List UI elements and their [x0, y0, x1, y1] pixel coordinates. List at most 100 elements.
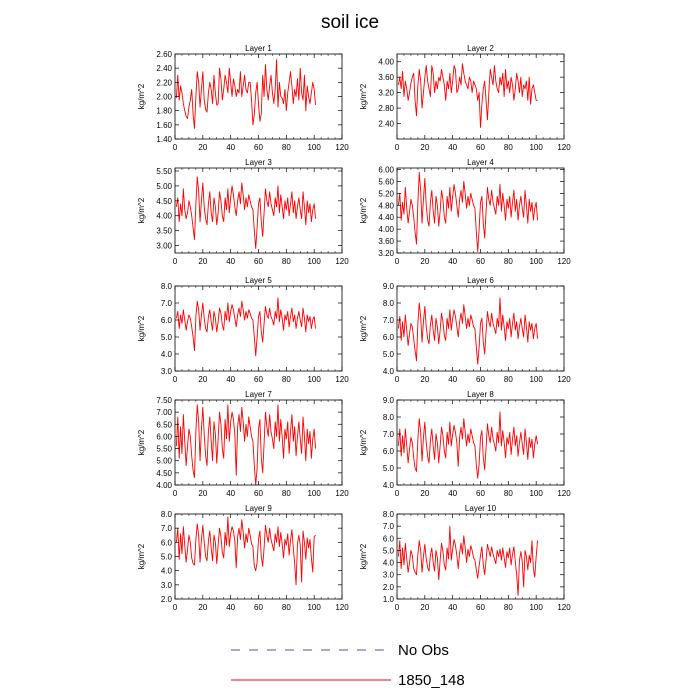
- x-tick-label: 20: [420, 489, 429, 498]
- y-tick-label: 3.20: [378, 249, 394, 258]
- panel-layer-1: Layer 1 0 20 40 60 80 100 120 1.40 1.60 1.80 2.00 2.…: [137, 44, 349, 152]
- series-line-1850_148: [175, 516, 316, 586]
- plot-frame: [174, 399, 343, 486]
- x-tick-label: 120: [335, 603, 349, 612]
- y-tick-label: 3.60: [378, 73, 394, 82]
- y-tick-label: 5.50: [156, 167, 172, 176]
- x-tick-label: 100: [307, 603, 321, 612]
- x-tick-label: 120: [557, 375, 571, 384]
- x-tick-label: 80: [282, 257, 291, 266]
- panel-layer-7: Layer 7 0 20 40 60 80 100 120 4.00 4.50 5.00 5.50 6.…: [137, 390, 349, 498]
- y-tick-label: 8.0: [161, 510, 173, 519]
- x-tick-label: 80: [282, 375, 291, 384]
- legend-label-2: 1850_148: [398, 672, 465, 689]
- y-tick-label: 3.0: [161, 581, 173, 590]
- y-tick-label: 1.0: [383, 595, 395, 604]
- y-tick-label: 2.40: [378, 120, 394, 129]
- x-tick-label: 0: [173, 603, 178, 612]
- x-tick-label: 100: [307, 143, 321, 152]
- y-tick-label: 4.0: [383, 559, 395, 568]
- y-tick-label: 6.0: [161, 316, 173, 325]
- x-tick-label: 40: [226, 603, 235, 612]
- x-tick-label: 0: [173, 143, 178, 152]
- panel-title: Layer 7: [245, 390, 272, 399]
- x-tick-label: 40: [226, 489, 235, 498]
- panel-title: Layer 3: [245, 158, 272, 167]
- panel-layer-9: Layer 9 0 20 40 60 80 100 120 2.0 3.0 4.0 5.0 6.0 7.0…: [137, 504, 349, 612]
- x-tick-label: 0: [173, 375, 178, 384]
- y-tick-label: 3.0: [383, 571, 395, 580]
- y-tick-label: 4.00: [378, 225, 394, 234]
- y-tick-label: 4.0: [161, 567, 173, 576]
- y-tick-label: 8.0: [383, 413, 395, 422]
- y-tick-label: 2.00: [156, 93, 172, 102]
- chart-title: soil ice: [321, 12, 379, 33]
- x-tick-label: 0: [395, 489, 400, 498]
- panel-title: Layer 9: [245, 504, 272, 513]
- y-axis-label: kg/m^2: [359, 83, 368, 109]
- series-line-1850_148: [397, 297, 539, 365]
- x-tick-label: 60: [476, 603, 485, 612]
- x-tick-label: 20: [420, 257, 429, 266]
- y-tick-label: 5.50: [156, 445, 172, 454]
- y-tick-label: 7.0: [161, 524, 173, 533]
- legend-label-1: No Obs: [398, 642, 449, 659]
- y-axis-label: kg/m^2: [137, 429, 146, 455]
- y-tick-label: 7.50: [156, 396, 172, 405]
- x-tick-label: 100: [529, 257, 543, 266]
- y-tick-label: 1.80: [156, 107, 172, 116]
- x-tick-label: 100: [307, 257, 321, 266]
- x-tick-label: 40: [448, 489, 457, 498]
- x-tick-label: 120: [335, 257, 349, 266]
- y-tick-label: 4.0: [383, 367, 395, 376]
- series-line-1850_148: [397, 172, 539, 252]
- x-tick-label: 80: [504, 143, 513, 152]
- y-tick-label: 8.0: [383, 299, 395, 308]
- panel-layer-10: Layer 10 0 20 40 60 80 100 120 1.0 2.0 3.0 4.0 5.0 6.…: [359, 504, 571, 612]
- y-tick-label: 4.40: [378, 213, 394, 222]
- x-tick-label: 120: [335, 375, 349, 384]
- panel-layer-2: Layer 2 0 20 40 60 80 100 120 2.40 2.80 3.20 3.60 4.…: [359, 44, 571, 152]
- y-tick-label: 2.80: [378, 104, 394, 113]
- y-tick-label: 4.50: [156, 197, 172, 206]
- y-tick-label: 3.20: [378, 89, 394, 98]
- x-tick-label: 20: [198, 603, 207, 612]
- x-tick-label: 120: [557, 143, 571, 152]
- x-tick-label: 40: [226, 375, 235, 384]
- x-tick-label: 60: [476, 257, 485, 266]
- panel-title: Layer 5: [245, 276, 272, 285]
- series-line-1850_148: [175, 59, 317, 129]
- y-tick-label: 3.0: [161, 367, 173, 376]
- x-tick-label: 120: [557, 489, 571, 498]
- y-tick-label: 4.0: [161, 350, 173, 359]
- x-tick-label: 100: [529, 375, 543, 384]
- x-tick-label: 60: [254, 603, 263, 612]
- x-tick-label: 80: [504, 257, 513, 266]
- x-tick-label: 60: [254, 489, 263, 498]
- y-tick-label: 4.0: [383, 481, 395, 490]
- y-tick-label: 5.0: [383, 546, 395, 555]
- x-tick-label: 80: [282, 143, 291, 152]
- x-tick-label: 20: [420, 375, 429, 384]
- y-tick-label: 2.40: [156, 64, 172, 73]
- y-axis-label: kg/m^2: [359, 429, 368, 455]
- y-tick-label: 5.60: [378, 177, 394, 186]
- y-axis-label: kg/m^2: [137, 83, 146, 109]
- x-tick-label: 0: [395, 143, 400, 152]
- x-tick-label: 60: [254, 143, 263, 152]
- x-tick-label: 60: [476, 143, 485, 152]
- y-tick-label: 2.0: [161, 595, 173, 604]
- x-tick-label: 100: [307, 489, 321, 498]
- x-tick-label: 60: [254, 375, 263, 384]
- y-tick-label: 1.60: [156, 121, 172, 130]
- y-tick-label: 7.0: [383, 522, 395, 531]
- panel-layer-8: Layer 8 0 20 40 60 80 100 120 4.0 5.0 6.0 7.0 8.0 9.0…: [359, 390, 571, 498]
- x-tick-label: 100: [529, 143, 543, 152]
- x-tick-label: 120: [557, 257, 571, 266]
- y-tick-label: 7.0: [161, 299, 173, 308]
- y-axis-label: kg/m^2: [137, 315, 146, 341]
- panel-title: Layer 8: [467, 390, 494, 399]
- x-tick-label: 0: [395, 257, 400, 266]
- x-tick-label: 100: [529, 603, 543, 612]
